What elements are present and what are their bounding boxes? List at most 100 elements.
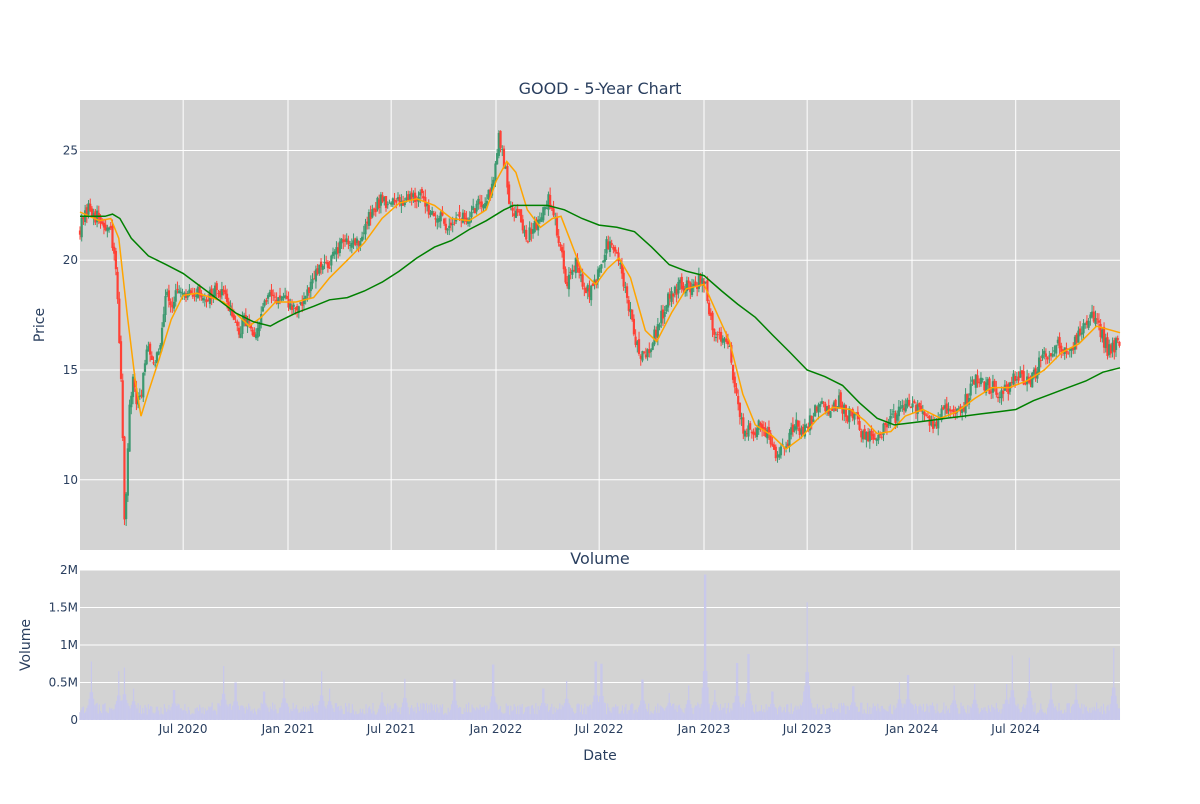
candle-body bbox=[981, 378, 984, 380]
date-x-tick-label: Jan 2021 bbox=[261, 722, 315, 736]
volume-bar bbox=[616, 706, 618, 720]
candle-body bbox=[1116, 337, 1119, 341]
candle-body bbox=[92, 213, 95, 218]
candle-up bbox=[911, 396, 914, 413]
candle-down bbox=[952, 405, 955, 418]
candle-body bbox=[523, 229, 526, 234]
volume-bar bbox=[330, 701, 332, 720]
candle-down bbox=[1118, 341, 1121, 348]
volume-y-tick-label: 0 bbox=[70, 713, 78, 727]
candle-body bbox=[193, 294, 196, 296]
candle-body bbox=[111, 225, 114, 249]
candle-down bbox=[1039, 355, 1042, 368]
volume-bar bbox=[134, 701, 136, 720]
candle-body bbox=[584, 287, 588, 294]
volume-bar bbox=[976, 703, 978, 720]
candle-down bbox=[422, 190, 425, 202]
volume-bar bbox=[150, 706, 152, 720]
candle-down bbox=[176, 281, 179, 294]
candle-body bbox=[737, 395, 740, 405]
volume-bar bbox=[232, 705, 234, 720]
volume-bar bbox=[829, 707, 831, 720]
candle-down bbox=[802, 423, 805, 436]
candle-down bbox=[381, 192, 384, 204]
candle-down bbox=[1116, 335, 1119, 344]
candle-body bbox=[962, 407, 965, 412]
volume-bar bbox=[813, 708, 815, 720]
candle-body bbox=[605, 239, 608, 254]
candle-up bbox=[1032, 367, 1036, 380]
volume-bar bbox=[432, 710, 434, 720]
volume-bar bbox=[1098, 708, 1100, 720]
candle-body bbox=[617, 252, 620, 262]
candle-body bbox=[916, 404, 919, 414]
candle-body bbox=[644, 354, 647, 358]
candle-body bbox=[745, 433, 748, 435]
candle-body bbox=[318, 264, 321, 274]
candle-up bbox=[256, 320, 259, 342]
candle-body bbox=[490, 183, 494, 196]
candle-up bbox=[1015, 372, 1018, 384]
volume-bar bbox=[343, 714, 346, 720]
volume-bar bbox=[977, 707, 979, 720]
volume-bar bbox=[799, 704, 801, 720]
volume-bar bbox=[482, 707, 485, 720]
volume-bar bbox=[640, 700, 642, 720]
candle-body bbox=[1087, 320, 1090, 328]
volume-bar bbox=[126, 700, 128, 720]
price-y-tick-label: 10 bbox=[63, 473, 78, 487]
candle-body bbox=[270, 289, 273, 296]
volume-bar bbox=[1011, 655, 1013, 720]
candle-down bbox=[473, 207, 477, 214]
volume-bar bbox=[767, 706, 769, 720]
volume-bar bbox=[357, 714, 359, 720]
volume-bar bbox=[1065, 712, 1067, 720]
volume-bar bbox=[399, 714, 401, 720]
candle-up bbox=[1111, 337, 1114, 358]
candle-body bbox=[362, 232, 365, 234]
volume-bar bbox=[589, 704, 592, 720]
candle-body bbox=[543, 206, 547, 210]
volume-bar-series bbox=[79, 574, 1121, 720]
volume-bar bbox=[185, 710, 187, 720]
candle-up bbox=[1053, 345, 1056, 357]
volume-bar bbox=[264, 691, 266, 720]
date-x-tick-label: Jul 2022 bbox=[574, 722, 624, 736]
volume-bar bbox=[177, 703, 179, 720]
candle-up bbox=[649, 348, 653, 358]
candle-body bbox=[101, 221, 104, 224]
candle-down bbox=[273, 292, 276, 303]
candle-body bbox=[412, 193, 415, 197]
volume-bar bbox=[816, 703, 819, 720]
candle-down bbox=[550, 204, 553, 211]
volume-bar bbox=[830, 702, 832, 720]
volume-bar bbox=[491, 664, 494, 720]
candle-body bbox=[545, 208, 548, 210]
candle-down bbox=[648, 342, 651, 358]
candle-up bbox=[195, 288, 198, 302]
volume-bar bbox=[313, 706, 315, 720]
volume-bar bbox=[132, 688, 135, 720]
candle-up bbox=[386, 201, 389, 209]
volume-bar bbox=[849, 704, 852, 720]
candle-body bbox=[179, 291, 182, 293]
volume-bar bbox=[1067, 703, 1069, 720]
candle-body bbox=[395, 200, 398, 203]
candle-up bbox=[602, 260, 605, 263]
candle-up bbox=[314, 265, 318, 289]
candle-body bbox=[349, 244, 352, 246]
volume-bar bbox=[289, 712, 291, 720]
volume-bar bbox=[205, 710, 208, 720]
volume-bar bbox=[643, 700, 645, 720]
candle-body bbox=[709, 312, 712, 316]
candle-body bbox=[350, 242, 353, 248]
candle-body bbox=[301, 302, 304, 306]
volume-bar bbox=[488, 708, 490, 720]
volume-bar bbox=[1051, 699, 1053, 720]
candle-body bbox=[949, 409, 952, 412]
volume-bar bbox=[907, 675, 910, 720]
candle-up bbox=[289, 298, 292, 311]
volume-bar bbox=[439, 705, 441, 720]
date-x-tick-label: Jan 2023 bbox=[677, 722, 731, 736]
candle-down bbox=[627, 296, 630, 317]
